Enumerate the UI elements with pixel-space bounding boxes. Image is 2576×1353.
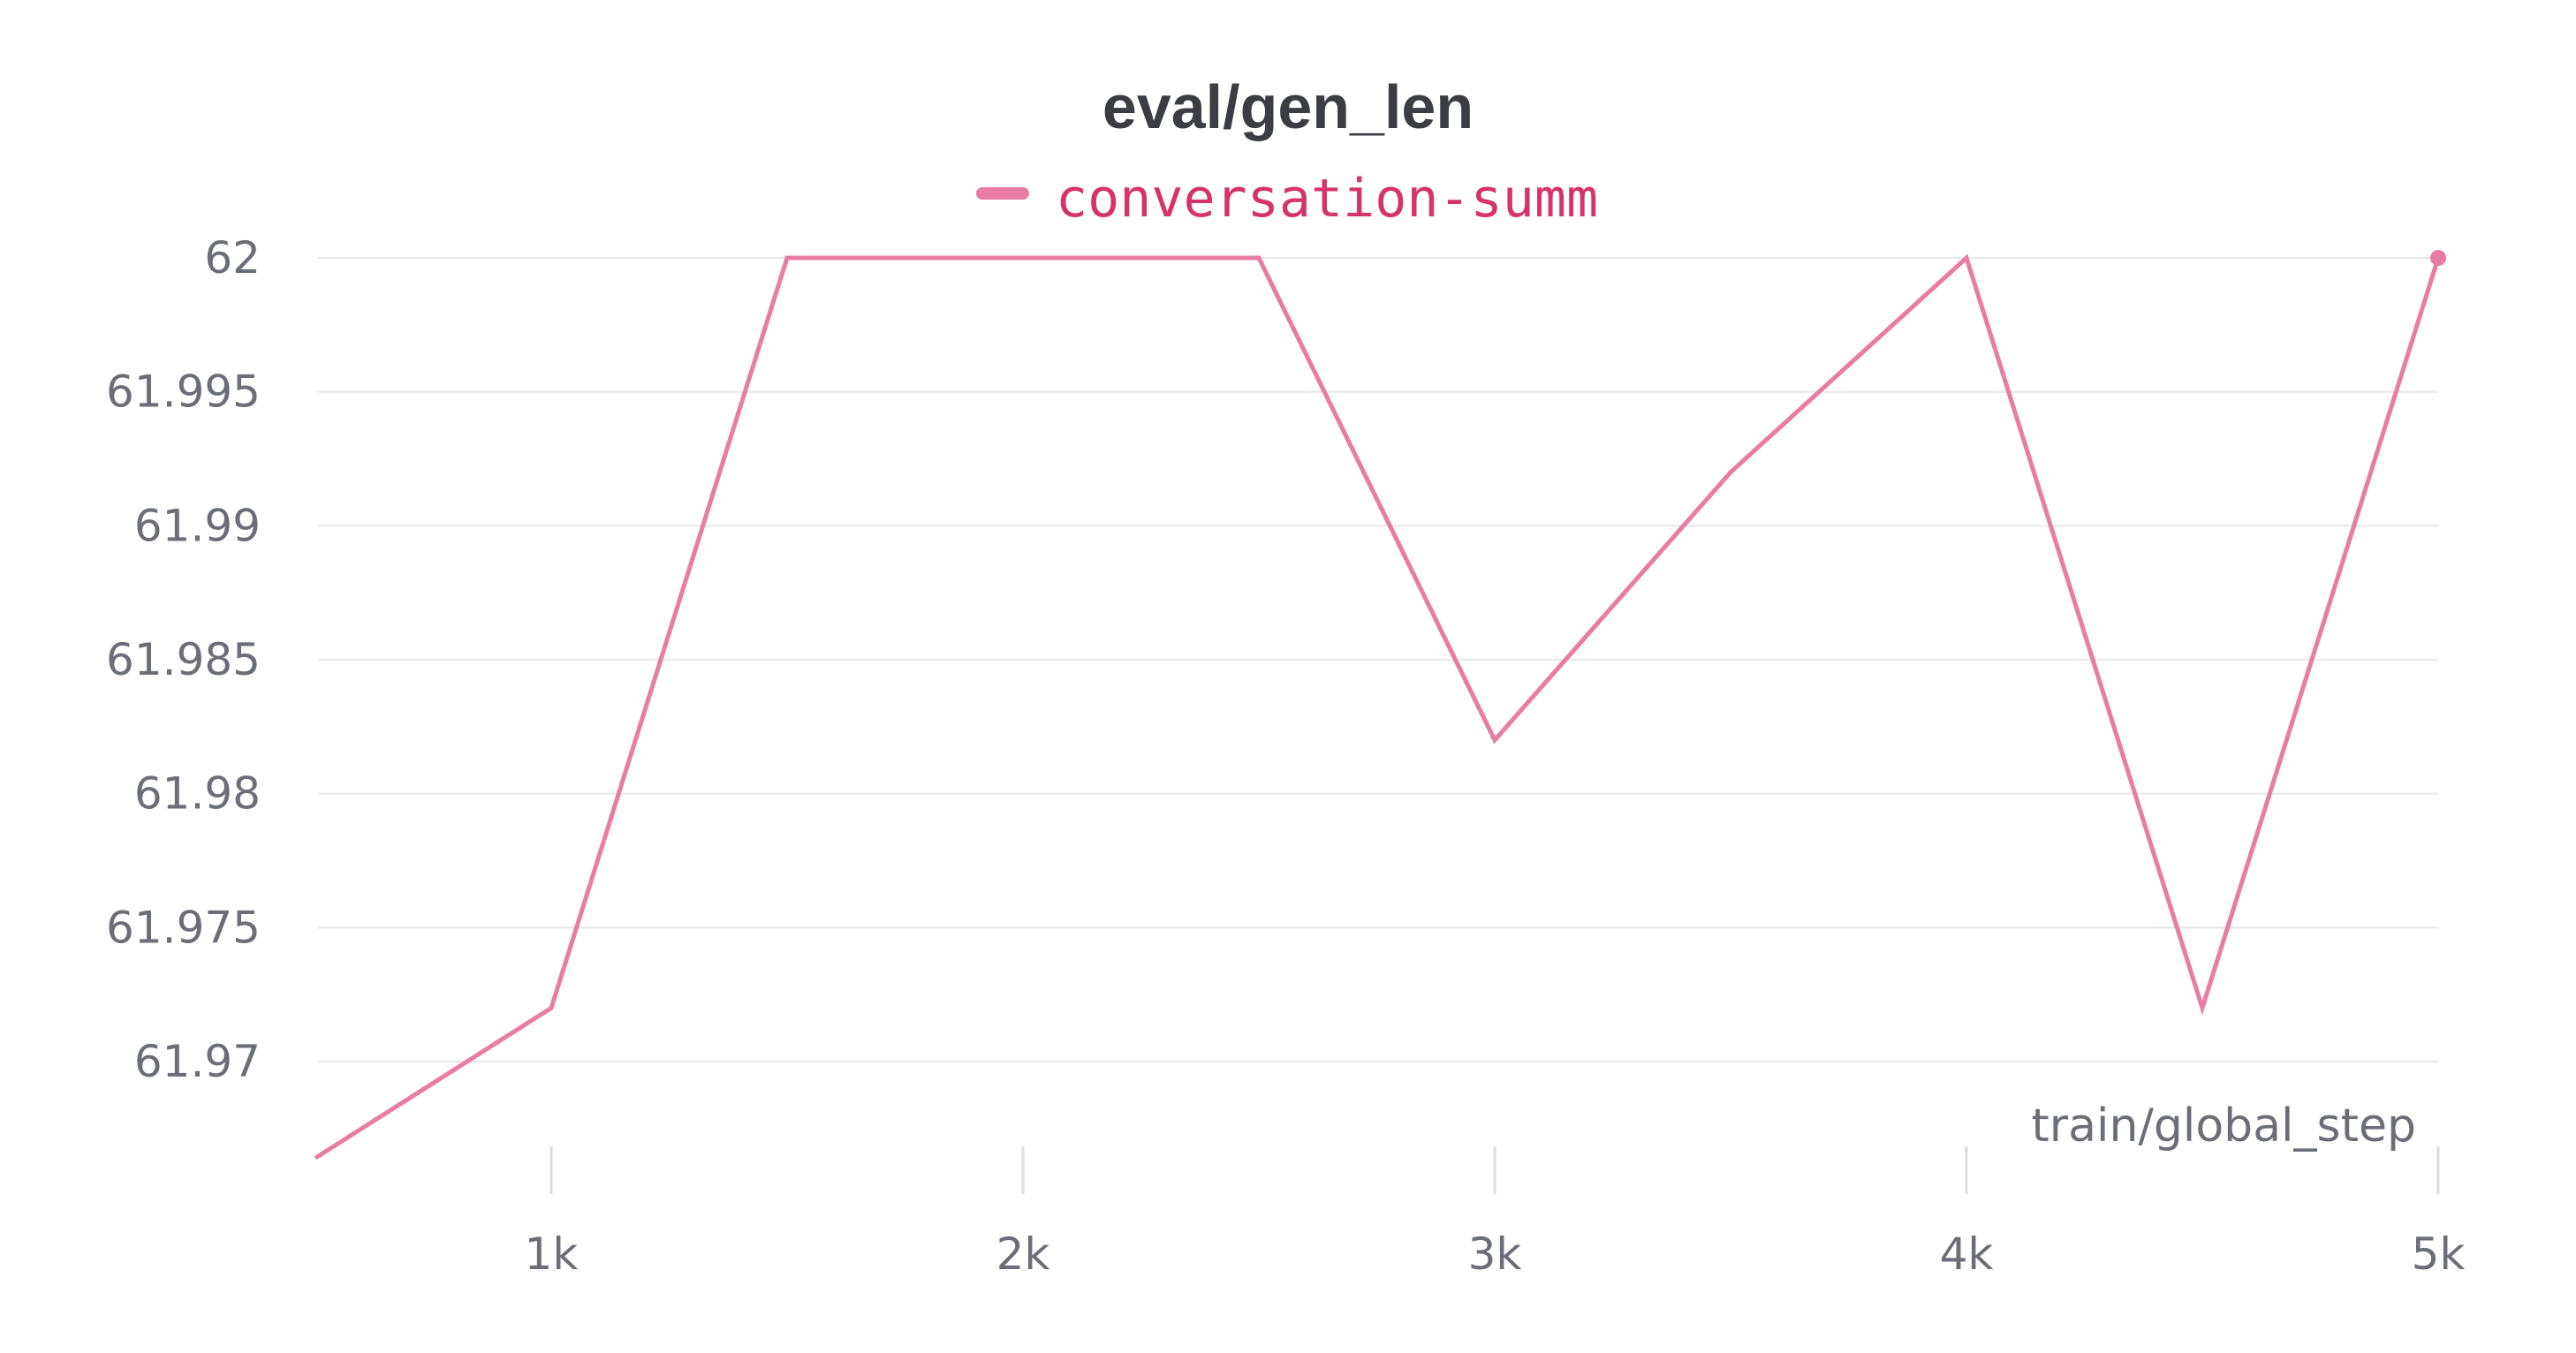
x-tick-label: 3k: [1468, 1228, 1522, 1280]
y-tick-label: 62: [204, 232, 261, 283]
x-axis-tick-labels: 1k 2k 3k 4k 5k: [525, 1228, 2466, 1280]
y-tick-label: 61.985: [106, 634, 261, 685]
y-tick-label: 61.99: [134, 500, 261, 551]
y-tick-label: 61.995: [106, 367, 261, 418]
series-group[interactable]: [314, 250, 2446, 1160]
x-tick-label: 1k: [525, 1228, 579, 1280]
grid-lines: [318, 257, 2438, 1062]
y-axis-tick-labels: 61.97 61.975 61.98 61.985 61.99 61.995 62: [106, 232, 261, 1087]
y-tick-label: 61.97: [134, 1036, 261, 1087]
y-tick-label: 61.98: [134, 768, 261, 820]
x-axis-title: train/global_step: [2031, 1100, 2416, 1153]
chart-title: eval/gen_len: [1102, 72, 1474, 141]
series-line-conversation-summ[interactable]: [314, 253, 2441, 1160]
x-axis-ticks: [549, 1146, 2440, 1194]
y-tick-label: 61.975: [106, 902, 261, 953]
legend-swatch: [976, 187, 1029, 200]
x-tick-label: 5k: [2412, 1228, 2466, 1280]
legend[interactable]: conversation-summ: [976, 168, 1598, 230]
x-tick-label: 4k: [1940, 1228, 1994, 1280]
data-point[interactable]: [2430, 250, 2446, 266]
x-tick-label: 2k: [996, 1228, 1050, 1280]
legend-label-conversation-summ: conversation-summ: [1056, 168, 1598, 230]
